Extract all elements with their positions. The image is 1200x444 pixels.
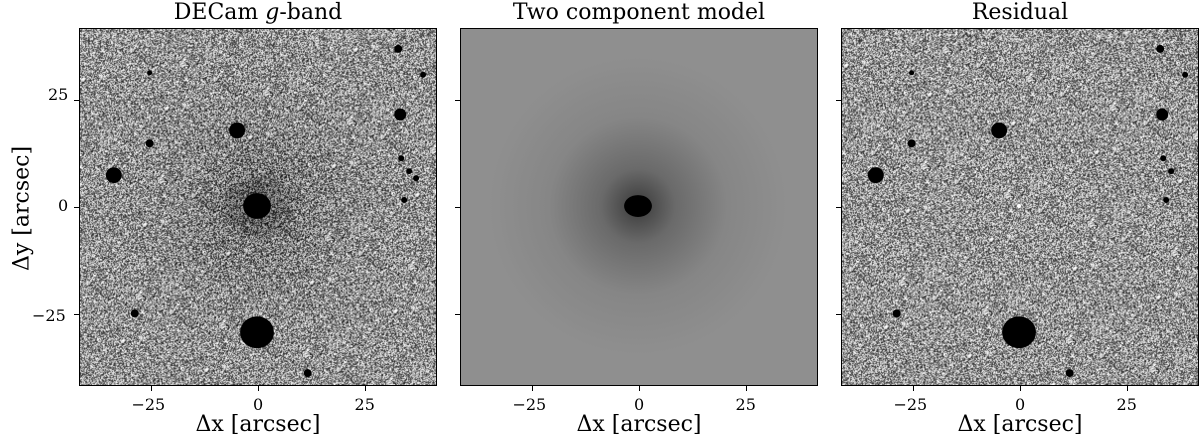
source-small xyxy=(401,197,408,204)
model-image xyxy=(461,29,817,385)
diffuse-halo xyxy=(223,176,291,236)
source-small xyxy=(1163,197,1170,204)
panel-title-residual: Residual xyxy=(841,0,1199,30)
y-tick-mark xyxy=(836,207,841,208)
y-tick-mark xyxy=(455,100,460,102)
title-suffix: -band xyxy=(279,0,343,25)
source-small xyxy=(1065,369,1074,378)
x-tick-mark xyxy=(913,386,915,391)
title-italic: g xyxy=(265,0,280,25)
x-axis-label-residual: Δx [arcsec] xyxy=(957,412,1083,437)
source-small xyxy=(892,309,901,318)
x-tick-label: 25 xyxy=(735,395,756,414)
source-small xyxy=(420,71,427,78)
source-small xyxy=(1160,155,1167,162)
source-small xyxy=(413,175,420,182)
source-north xyxy=(991,122,1008,139)
source-small xyxy=(1168,168,1175,175)
x-tick-mark xyxy=(532,386,534,391)
observed-sources xyxy=(105,44,427,378)
source-small xyxy=(145,139,154,148)
y-tick-mark xyxy=(836,100,841,102)
x-tick-label: −25 xyxy=(131,395,166,414)
x-tick-mark xyxy=(1020,386,1021,391)
source-small xyxy=(394,108,407,121)
x-tick-label: 25 xyxy=(354,395,375,414)
panel-title-model: Two component model xyxy=(460,0,818,30)
residual-image-panel xyxy=(841,28,1199,386)
x-tick-mark xyxy=(745,386,747,391)
title-text: Residual xyxy=(971,0,1069,25)
x-tick-label: 0 xyxy=(634,395,645,414)
bright-source-south xyxy=(1002,316,1036,349)
bright-source-south xyxy=(240,316,274,349)
observed-image-panel xyxy=(79,28,437,386)
x-axis-label-observed: Δx [arcsec] xyxy=(195,412,321,437)
x-tick-mark xyxy=(1126,386,1128,391)
source-small xyxy=(406,168,413,175)
source-small xyxy=(398,155,405,162)
x-tick-label: 0 xyxy=(253,395,264,414)
source-west xyxy=(867,167,884,184)
x-tick-mark xyxy=(258,386,259,391)
x-tick-label: 25 xyxy=(1116,395,1137,414)
x-axis-label-model: Δx [arcsec] xyxy=(576,412,702,437)
residual-center xyxy=(1017,204,1021,208)
y-tick-mark xyxy=(836,313,841,315)
y-tick-mark xyxy=(455,313,460,315)
source-north xyxy=(229,122,246,139)
x-tick-label: 0 xyxy=(1015,395,1026,414)
x-tick-mark xyxy=(151,386,153,391)
source-small xyxy=(1182,71,1189,78)
residual-sources xyxy=(867,44,1189,378)
source-west xyxy=(105,167,122,184)
x-tick-label: −25 xyxy=(893,395,928,414)
model-image-panel xyxy=(460,28,818,386)
source-small xyxy=(1156,44,1165,53)
y-tick-mark xyxy=(74,207,79,208)
model-core xyxy=(624,195,652,217)
y-tick-label: 25 xyxy=(48,85,69,104)
source-small xyxy=(907,139,916,148)
x-tick-mark xyxy=(364,386,366,391)
title-text: Two component model xyxy=(512,0,766,25)
source-small xyxy=(1156,108,1169,121)
panel-title-observed: DECam g-band xyxy=(79,0,437,30)
source-small xyxy=(147,70,153,76)
source-small xyxy=(394,44,403,53)
y-tick-mark xyxy=(74,100,79,102)
y-axis-label: Δy [arcsec] xyxy=(9,145,35,272)
y-tick-mark xyxy=(74,313,79,315)
x-tick-mark xyxy=(639,386,640,391)
source-small xyxy=(303,369,312,378)
source-small xyxy=(909,70,915,76)
y-tick-label: −25 xyxy=(32,306,66,325)
x-tick-label: −25 xyxy=(512,395,547,414)
y-tick-label: 0 xyxy=(58,196,69,215)
central-galaxy xyxy=(243,193,271,219)
y-tick-mark xyxy=(455,207,460,208)
title-text: DECam xyxy=(173,0,266,25)
source-small xyxy=(130,309,139,318)
